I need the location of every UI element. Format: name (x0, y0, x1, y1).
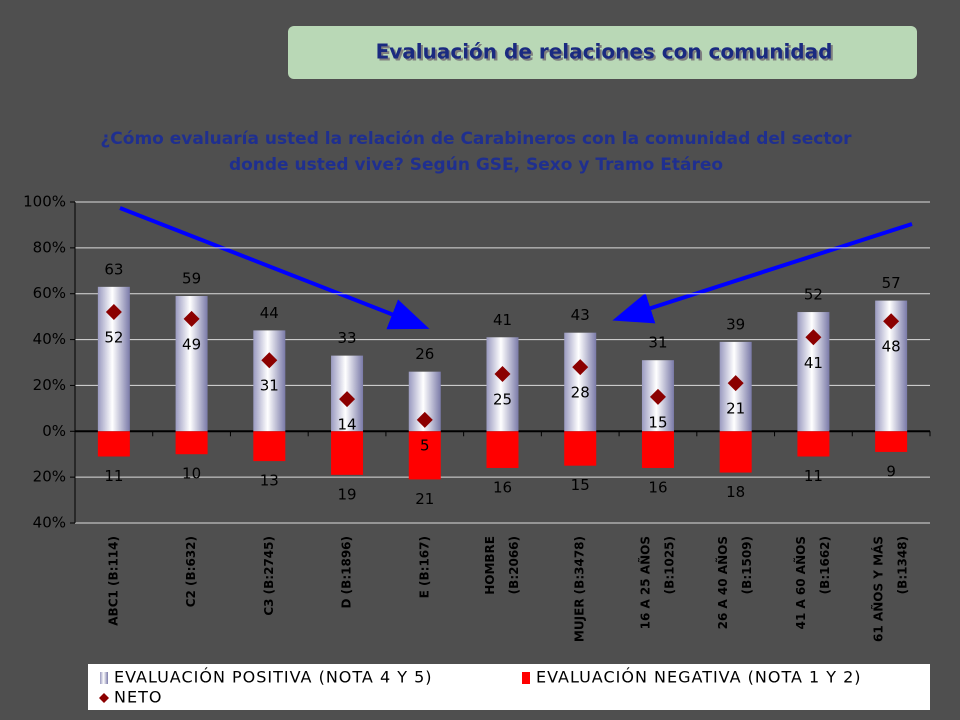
data-label: 31 (260, 377, 279, 395)
x-tick-label: E (B:167) (417, 536, 431, 598)
bar (486, 431, 519, 468)
x-tick-label: (B:1025) (662, 536, 676, 594)
bar (253, 330, 286, 432)
y-tick-label: 20% (33, 376, 66, 394)
bar (331, 431, 364, 475)
data-label: 18 (726, 483, 745, 501)
data-label: 15 (571, 476, 590, 494)
data-label: 52 (104, 329, 123, 347)
data-label: 15 (648, 413, 667, 431)
marker (416, 411, 433, 428)
data-label: 5 (420, 436, 430, 454)
data-label: 31 (648, 334, 667, 352)
marker (883, 313, 900, 330)
marker (339, 391, 356, 408)
data-label: 39 (726, 315, 745, 333)
x-tick-label: C3 (B:2745) (262, 536, 276, 616)
data-label: 11 (804, 467, 823, 485)
marker (649, 388, 666, 405)
x-tick-label: 41 A 60 AÑOS (793, 536, 808, 629)
data-label: 14 (337, 416, 356, 434)
x-tick-label: C2 (B:632) (184, 536, 198, 607)
bar (175, 431, 208, 455)
marker (261, 352, 278, 369)
y-tick-label: 20% (33, 468, 66, 486)
data-label: 19 (337, 485, 356, 503)
marker (727, 375, 744, 392)
header-box (288, 26, 917, 79)
bar (408, 431, 441, 480)
y-tick-label: 100% (23, 193, 66, 211)
data-label: 21 (726, 400, 745, 418)
y-tick-label: 40% (33, 330, 66, 348)
header: Evaluación de relaciones con comunidad (376, 40, 833, 64)
data-label: 43 (571, 306, 590, 324)
x-tick-label: (B:1348) (896, 536, 910, 594)
data-label: 49 (182, 335, 201, 353)
marker (183, 310, 200, 327)
legend-marker (99, 693, 109, 703)
data-label: 48 (882, 338, 901, 356)
y-tick-label: 60% (33, 284, 66, 302)
marker (805, 329, 822, 346)
data-label: 25 (493, 390, 512, 408)
bar (486, 337, 519, 432)
x-tick-label: 61 AÑOS Y MÁS (871, 536, 886, 642)
header-shadow: Evaluación de relaciones con comunidad (378, 42, 835, 66)
x-tick-label: 26 A 40 AÑOS (715, 536, 730, 629)
bar (875, 431, 908, 452)
y-tick-label: 40% (33, 514, 66, 532)
data-label: 63 (104, 260, 123, 278)
data-label: 57 (882, 274, 901, 292)
marker (494, 365, 511, 382)
data-label: 9 (886, 462, 896, 480)
x-tick-label: D (B:1896) (340, 536, 354, 608)
arrow (612, 222, 913, 324)
bar (797, 431, 830, 457)
legend (88, 664, 930, 710)
legend-marker (522, 672, 530, 684)
marker (572, 359, 589, 376)
legend-label: EVALUACIÓN NEGATIVA (NOTA 1 Y 2) (536, 668, 862, 687)
data-label: 26 (415, 345, 434, 363)
data-label: 41 (493, 311, 512, 329)
data-label: 21 (415, 490, 434, 508)
arrow (119, 206, 430, 330)
data-label: 59 (182, 270, 201, 288)
data-label: 52 (804, 286, 823, 304)
bar (719, 431, 752, 473)
chart-title: ¿Cómo evaluaría usted la relación de Car… (100, 129, 852, 175)
bar (564, 431, 597, 466)
bar (564, 332, 597, 432)
data-label: 10 (182, 465, 201, 483)
x-tick-label: HOMBRE (483, 536, 497, 595)
x-tick-label: MUJER (B:3478) (573, 536, 587, 642)
bar (253, 431, 286, 462)
legend-marker (100, 672, 108, 684)
x-tick-label: (B:1662) (818, 536, 832, 594)
legend-label: EVALUACIÓN POSITIVA (NOTA 4 Y 5) (114, 668, 432, 687)
data-label: 11 (104, 467, 123, 485)
y-tick-label: 80% (33, 238, 66, 256)
y-tick-label: 0% (42, 422, 66, 440)
x-tick-label: ABC1 (B:114) (106, 536, 120, 626)
data-label: 41 (804, 354, 823, 372)
x-tick-label: 16 A 25 AÑOS (637, 536, 652, 629)
legend-label: NETO (114, 688, 162, 707)
data-label: 33 (337, 329, 356, 347)
marker (105, 304, 122, 321)
data-label: 16 (648, 478, 667, 496)
data-label: 28 (571, 384, 590, 402)
data-label: 44 (260, 304, 279, 322)
data-label: 13 (260, 472, 279, 490)
x-tick-label: (B:1509) (740, 536, 754, 594)
bar (97, 431, 130, 457)
data-label: 16 (493, 478, 512, 496)
x-tick-label: (B:2066) (507, 536, 521, 594)
bar (641, 431, 674, 468)
